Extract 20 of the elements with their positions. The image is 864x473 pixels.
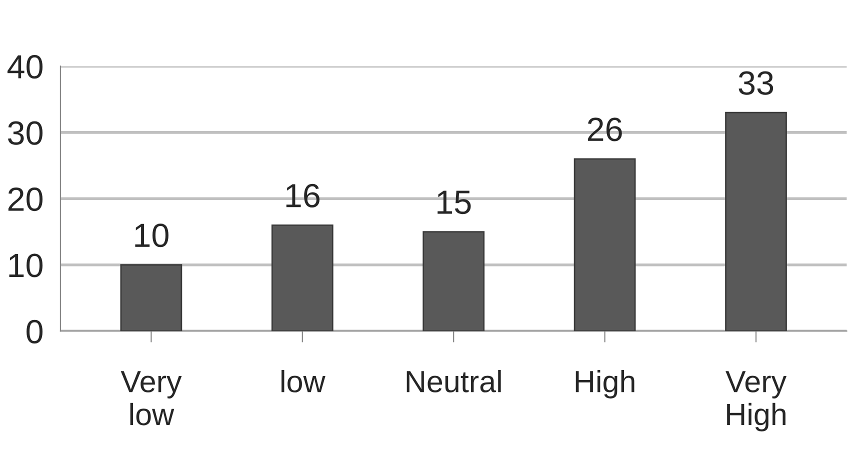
data-label: 15	[438, 190, 471, 214]
bar	[271, 224, 334, 332]
data-label: 16	[286, 184, 320, 208]
data-label: 33	[738, 71, 774, 95]
x-tick-label: Neutral	[406, 370, 501, 392]
x-tick-label: High	[576, 370, 634, 398]
bar	[725, 112, 787, 332]
x-tick-label: Very High	[726, 371, 787, 432]
y-tick-label: 20	[8, 187, 43, 212]
bar	[422, 231, 485, 332]
data-label: 26	[588, 118, 622, 142]
bar	[574, 158, 636, 332]
x-tick-label: Very low	[120, 371, 182, 426]
data-label: 10	[135, 224, 168, 248]
y-tick-label: 30	[8, 121, 43, 145]
x-tick-label: low	[282, 370, 326, 392]
y-tick-label: 0	[26, 320, 43, 344]
y-tick-label: 10	[9, 254, 43, 278]
bar	[120, 264, 182, 332]
y-tick-label: 40	[8, 55, 43, 79]
